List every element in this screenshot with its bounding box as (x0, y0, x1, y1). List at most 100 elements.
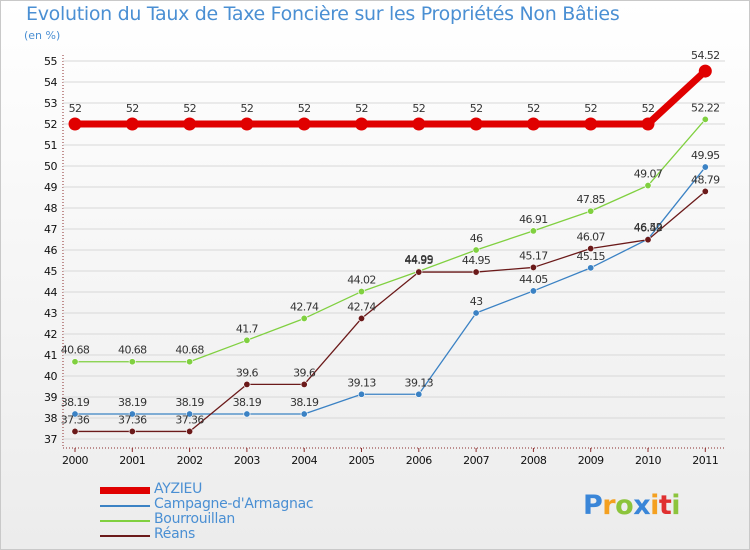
y-tick-label: 55 (44, 55, 57, 68)
legend-label: Réans (154, 526, 195, 542)
x-tick-label: 2004 (291, 454, 317, 467)
data-point (186, 427, 194, 435)
legend-label: Campagne-d'Armagnac (154, 496, 314, 512)
x-tick-label: 2005 (349, 454, 375, 467)
logo-letter: r (602, 490, 616, 521)
logo-letter: x (633, 490, 651, 521)
data-label: 39.6 (236, 366, 259, 379)
legend-swatch (100, 520, 150, 522)
data-label: 48.79 (691, 173, 720, 186)
data-point (71, 410, 79, 418)
data-point (529, 263, 537, 271)
series-line-campagne-d-armagnac (74, 166, 706, 415)
data-point (644, 236, 652, 244)
data-label: 37.36 (175, 413, 204, 426)
logo-letter: t (658, 490, 672, 521)
data-label: 52 (642, 102, 655, 115)
data-label: 52 (183, 102, 196, 115)
data-label: 45.15 (576, 250, 605, 263)
data-point (243, 336, 251, 344)
data-point (186, 358, 194, 366)
data-label: 49.95 (691, 149, 720, 162)
x-tick-label: 2010 (635, 454, 661, 467)
logo-letter: i (671, 490, 681, 521)
data-point (641, 117, 655, 131)
data-label: 39.13 (347, 376, 376, 389)
data-point (183, 117, 197, 131)
data-label: 44.95 (405, 254, 434, 267)
data-point (300, 410, 308, 418)
data-label: 46 (470, 232, 483, 245)
data-label: 44.99 (405, 253, 434, 266)
legend-label: Bourrouillan (154, 511, 235, 527)
data-point (68, 117, 82, 131)
data-point (526, 117, 540, 131)
data-label: 42.74 (347, 300, 376, 313)
x-tick-label: 2001 (119, 454, 145, 467)
data-point (415, 268, 423, 276)
data-label: 52 (355, 102, 368, 115)
logo-letter: o (615, 490, 634, 521)
y-axis-unit-label: (en %) (24, 29, 61, 42)
data-label: 47.85 (576, 193, 605, 206)
data-point (415, 390, 423, 398)
data-label: 52 (240, 102, 253, 115)
y-tick-label: 52 (44, 118, 57, 131)
data-label: 38.19 (290, 396, 319, 409)
data-point (701, 187, 709, 195)
data-point (412, 117, 426, 131)
data-point (472, 246, 480, 254)
axes: 37 38 39 40 41 42 43 44 45 46 47 48 49 50 51 52 53 54 55 20… (44, 55, 725, 467)
data-point (355, 117, 368, 131)
data-label: 45.17 (519, 249, 548, 262)
data-point (472, 309, 480, 317)
legend-swatch (100, 535, 150, 537)
data-label: 52 (584, 102, 597, 115)
y-tick-label: 46 (44, 244, 57, 257)
data-label: 46.91 (519, 213, 548, 226)
x-tick-label: 2007 (463, 454, 489, 467)
y-tick-label: 39 (44, 391, 57, 404)
data-label: 52 (412, 102, 425, 115)
y-tick-label: 43 (44, 307, 57, 320)
data-label: 46.52 (634, 221, 663, 234)
data-labels: 52 52 52 52 52 52 52 52 52 52 52 54.52 38.19 38.19 38.… (61, 49, 721, 426)
data-label: 37.36 (61, 413, 90, 426)
data-point (128, 427, 136, 435)
y-tick-label: 54 (44, 76, 57, 89)
data-label: 46.07 (576, 231, 605, 244)
data-point (701, 163, 709, 171)
data-point (584, 117, 598, 131)
x-tick-label: 2008 (520, 454, 546, 467)
data-label: 52 (527, 102, 540, 115)
data-point (529, 287, 537, 295)
y-tick-label: 51 (44, 139, 57, 152)
data-point (529, 227, 537, 235)
data-point (128, 358, 136, 366)
x-tick-label: 2011 (692, 454, 718, 467)
x-tick-label: 2000 (62, 454, 88, 467)
data-label: 39.13 (405, 376, 434, 389)
y-tick-label: 40 (44, 370, 57, 383)
data-label: 49.07 (634, 168, 663, 181)
data-label: 44.02 (347, 274, 376, 287)
x-tick-label: 2002 (177, 454, 203, 467)
data-point (71, 427, 79, 435)
data-point (357, 288, 365, 296)
data-point (357, 390, 365, 398)
data-label: 37.36 (118, 413, 147, 426)
data-label: 38.19 (175, 396, 204, 409)
data-label: 44.95 (462, 254, 491, 267)
chart-title: Evolution du Taux de Taxe Foncière sur l… (26, 3, 620, 25)
data-point (297, 117, 311, 131)
data-point (587, 245, 595, 253)
data-point (243, 380, 251, 388)
series-line-bourrouillan (74, 118, 706, 363)
data-label: 42.74 (290, 300, 319, 313)
data-label: 52 (470, 102, 483, 115)
y-tick-label: 49 (44, 181, 57, 194)
data-point (644, 182, 652, 190)
y-tick-label: 41 (44, 349, 57, 362)
